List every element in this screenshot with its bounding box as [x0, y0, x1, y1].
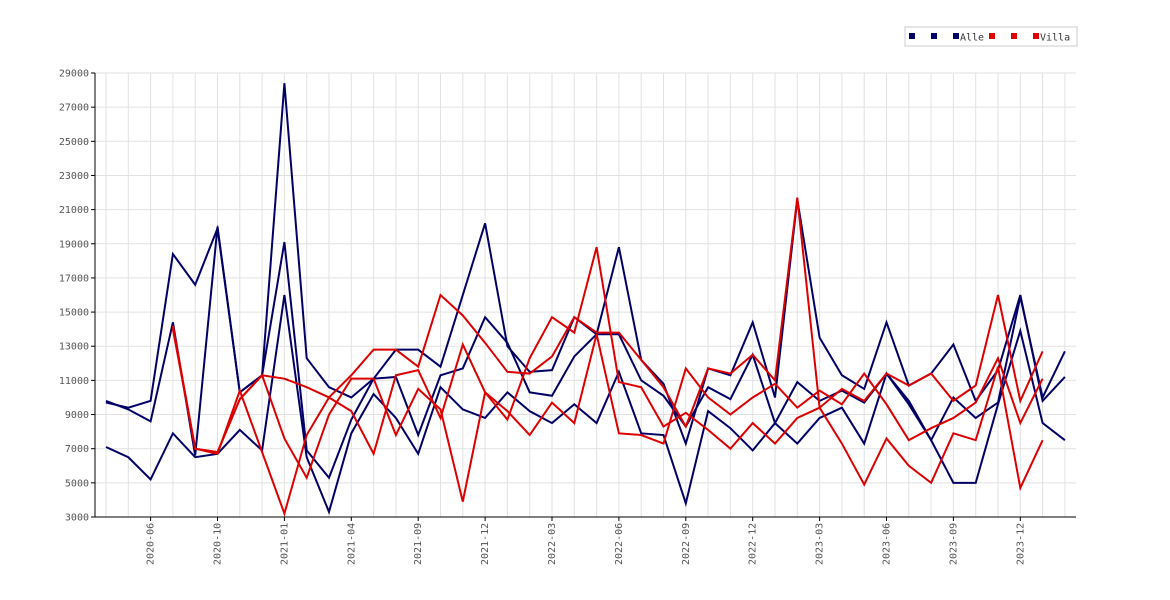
- y-tick-label: 5000: [65, 478, 89, 489]
- legend-swatch: [1033, 33, 1039, 39]
- y-tick-label: 23000: [59, 171, 89, 182]
- legend-swatch: [909, 33, 915, 39]
- x-tick-label: 2020-06: [146, 523, 157, 565]
- x-tick-label: 2023-06: [882, 523, 893, 565]
- y-tick-label: 17000: [59, 273, 89, 284]
- x-tick-label: 2023-12: [1015, 523, 1026, 565]
- y-tick-label: 3000: [65, 513, 89, 524]
- x-tick-label: 2021-09: [413, 523, 424, 565]
- series-line: [171, 246, 1044, 517]
- series-line: [105, 226, 1066, 480]
- series-line: [171, 328, 1044, 502]
- x-tick-label: 2022-03: [547, 523, 558, 565]
- y-tick-label: 19000: [59, 239, 89, 250]
- legend: Alle Villa: [909, 33, 1070, 44]
- legend-swatch: [1011, 33, 1017, 39]
- x-tick-label: 2022-12: [748, 523, 759, 565]
- legend-label: Villa: [1040, 33, 1070, 44]
- y-tick-label: 15000: [59, 308, 89, 319]
- y-tick-label: 25000: [59, 137, 89, 148]
- x-tick-label: 2021-01: [279, 523, 290, 565]
- x-tick-label: 2020-10: [213, 523, 224, 565]
- series-line: [105, 294, 1066, 515]
- series-line: [171, 197, 1044, 454]
- legend-swatch: [931, 33, 937, 39]
- x-tick-label: 2023-09: [948, 523, 959, 565]
- x-tick-label: 2022-09: [681, 523, 692, 565]
- x-tick-label: 2023-03: [815, 523, 826, 565]
- y-tick-label: 27000: [59, 103, 89, 114]
- x-tick-label: 2021-04: [346, 523, 357, 565]
- y-tick-label: 29000: [59, 69, 89, 80]
- y-tick-label: 21000: [59, 205, 89, 216]
- y-tick-label: 13000: [59, 342, 89, 353]
- legend-label: Alle: [960, 33, 984, 44]
- x-tick-label: 2021-12: [480, 523, 491, 565]
- x-tick-label: 2022-06: [614, 523, 625, 565]
- legend-swatch: [953, 33, 959, 39]
- y-tick-label: 9000: [65, 410, 89, 421]
- y-tick-label: 7000: [65, 444, 89, 455]
- legend-swatch: [989, 33, 995, 39]
- y-tick-label: 11000: [59, 376, 89, 387]
